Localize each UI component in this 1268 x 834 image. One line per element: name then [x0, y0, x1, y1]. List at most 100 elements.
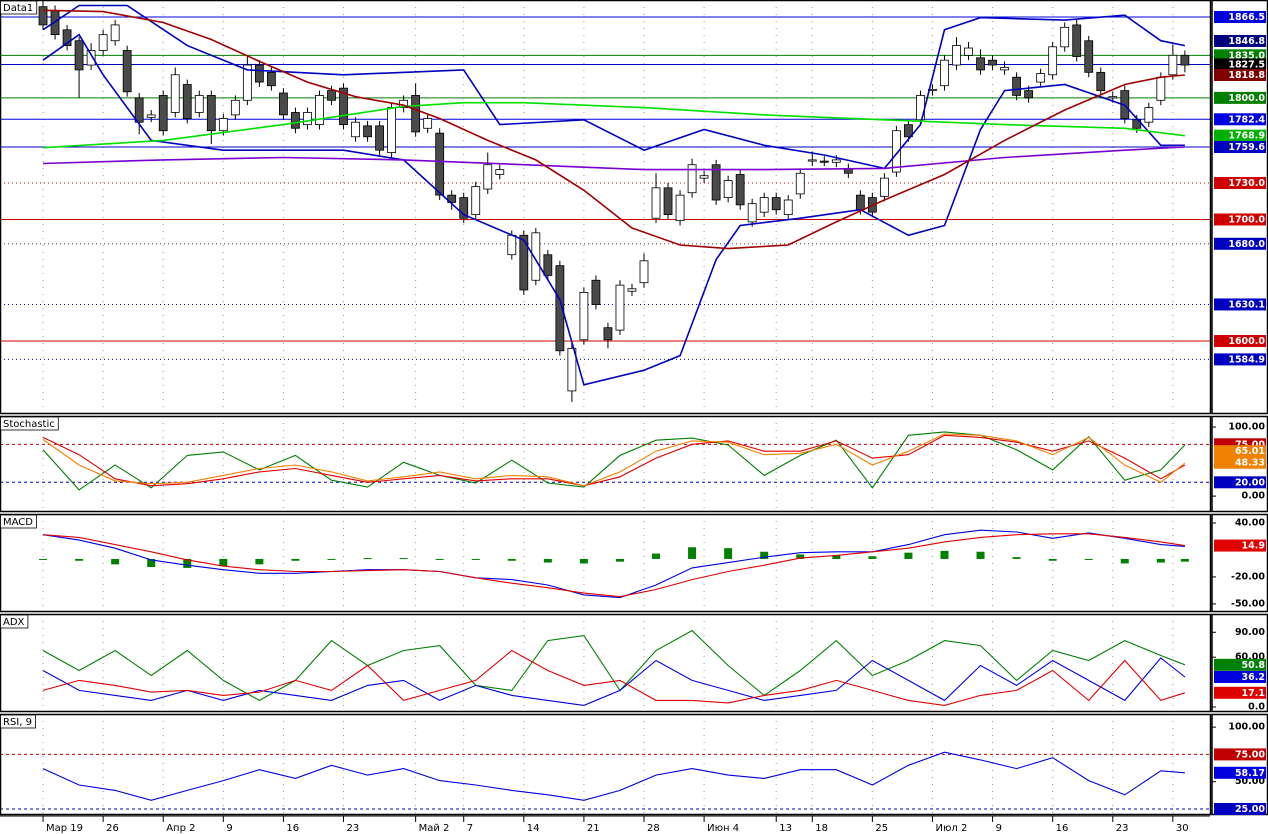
series-line	[42, 657, 1186, 706]
series-line	[42, 529, 1185, 599]
level-label: 1630.1	[1228, 299, 1265, 310]
y-tick-label: 60.00	[1235, 652, 1265, 663]
level-label-bg	[1214, 658, 1266, 671]
candle-body	[423, 118, 433, 129]
candle-body	[206, 95, 216, 132]
panel-frame	[0, 415, 1212, 513]
y-tick-label: -20.00	[1231, 571, 1265, 582]
series-line	[42, 146, 1185, 171]
level-label-bg	[1214, 113, 1266, 126]
panel-title-bg	[0, 416, 59, 431]
histogram-bar	[904, 552, 913, 559]
histogram-bar	[1156, 558, 1165, 563]
level-label-bg	[1214, 445, 1266, 458]
x-tick-label: 16	[286, 823, 299, 834]
candle-body	[62, 29, 72, 46]
histogram-bar	[760, 551, 769, 559]
candle-body	[110, 24, 120, 42]
x-tick-label: 28	[647, 823, 660, 834]
histogram-bar	[652, 553, 661, 559]
level-label-bg	[1214, 91, 1266, 104]
panel-title: ADX	[3, 617, 25, 628]
level-label: 75.00	[1235, 749, 1265, 760]
histogram-bar	[615, 558, 624, 562]
candle-body	[795, 172, 805, 195]
level-label: 1600.0	[1228, 336, 1265, 347]
series-line	[42, 431, 1186, 491]
x-tick-label: 13	[779, 823, 792, 834]
level-label-bg	[1214, 802, 1266, 815]
panel-title-bg	[0, 614, 29, 629]
histogram-bar	[868, 556, 877, 559]
panel-title: Stochastic	[3, 419, 55, 430]
candle-body	[1180, 54, 1190, 66]
series-line	[42, 4, 1186, 170]
candle-body	[879, 177, 889, 197]
y-tick-label: 40.00	[1235, 517, 1265, 528]
x-tick-label: 9	[996, 823, 1002, 834]
candle-body	[819, 160, 829, 163]
histogram-bar	[75, 558, 84, 561]
candle-body	[170, 74, 180, 113]
panel-title-bg	[0, 514, 37, 529]
candle-body	[651, 187, 661, 219]
histogram-bar	[976, 551, 985, 559]
candle-body	[375, 125, 384, 151]
level-label-bg	[1214, 34, 1266, 47]
candle-body	[1072, 24, 1082, 57]
level-label-bg	[1214, 298, 1266, 311]
level-label-bg	[1214, 69, 1266, 82]
candle-body	[291, 112, 300, 129]
panel	[0, 416, 1210, 512]
candle-body	[952, 45, 961, 66]
candle-body	[699, 175, 709, 179]
candle-body	[735, 174, 745, 206]
x-tick-label: 26	[106, 823, 119, 834]
candle-body	[230, 99, 240, 116]
candle-body	[471, 186, 481, 215]
candle-body	[1096, 71, 1106, 91]
candle-body	[194, 95, 204, 113]
x-tick-label: 21	[587, 823, 600, 834]
x-tick-label: Июн 4	[707, 823, 739, 834]
series-line	[42, 649, 1186, 706]
candle-body	[459, 197, 469, 219]
candle-body	[1048, 46, 1058, 76]
x-tick-label: 23	[1116, 823, 1129, 834]
candle-body	[711, 164, 721, 201]
level-label: 1584.9	[1228, 354, 1265, 365]
candle-body	[182, 84, 192, 119]
candle-body	[387, 107, 396, 153]
candle-body	[1156, 76, 1166, 101]
histogram-bar	[543, 558, 552, 563]
candle-body	[1000, 67, 1009, 71]
candle-body	[639, 260, 649, 284]
candle-body	[98, 34, 108, 51]
histogram-bar	[688, 547, 697, 559]
y-tick-label: 0.00	[1242, 491, 1266, 502]
candle-body	[627, 288, 637, 292]
y-tick-label: 100.00	[1228, 722, 1265, 733]
candle-body	[519, 234, 529, 291]
histogram-bar	[327, 558, 336, 560]
y-tick-label: 50.00	[1235, 776, 1265, 787]
level-label: 58.17	[1235, 768, 1265, 779]
candle-body	[1060, 26, 1070, 48]
x-tick-label: 9	[226, 823, 232, 834]
candle-body	[303, 112, 312, 126]
level-label: 36.2	[1242, 672, 1265, 683]
level-label-bg	[1214, 140, 1266, 153]
x-tick-label: Июл 2	[935, 823, 967, 834]
candle-body	[447, 194, 457, 203]
candle-body	[1036, 73, 1046, 83]
panel-title-bg	[0, 0, 38, 15]
panel-frame	[0, 513, 1212, 613]
y-tick-label: 0.0	[1248, 702, 1265, 713]
candle-body	[218, 118, 228, 132]
level-label: 1800.0	[1228, 93, 1265, 104]
candle-body	[591, 279, 601, 305]
y-tick-label: 90.00	[1235, 627, 1265, 638]
candle-body	[759, 197, 769, 213]
candle-body	[134, 97, 144, 123]
level-label-bg	[1214, 11, 1266, 24]
